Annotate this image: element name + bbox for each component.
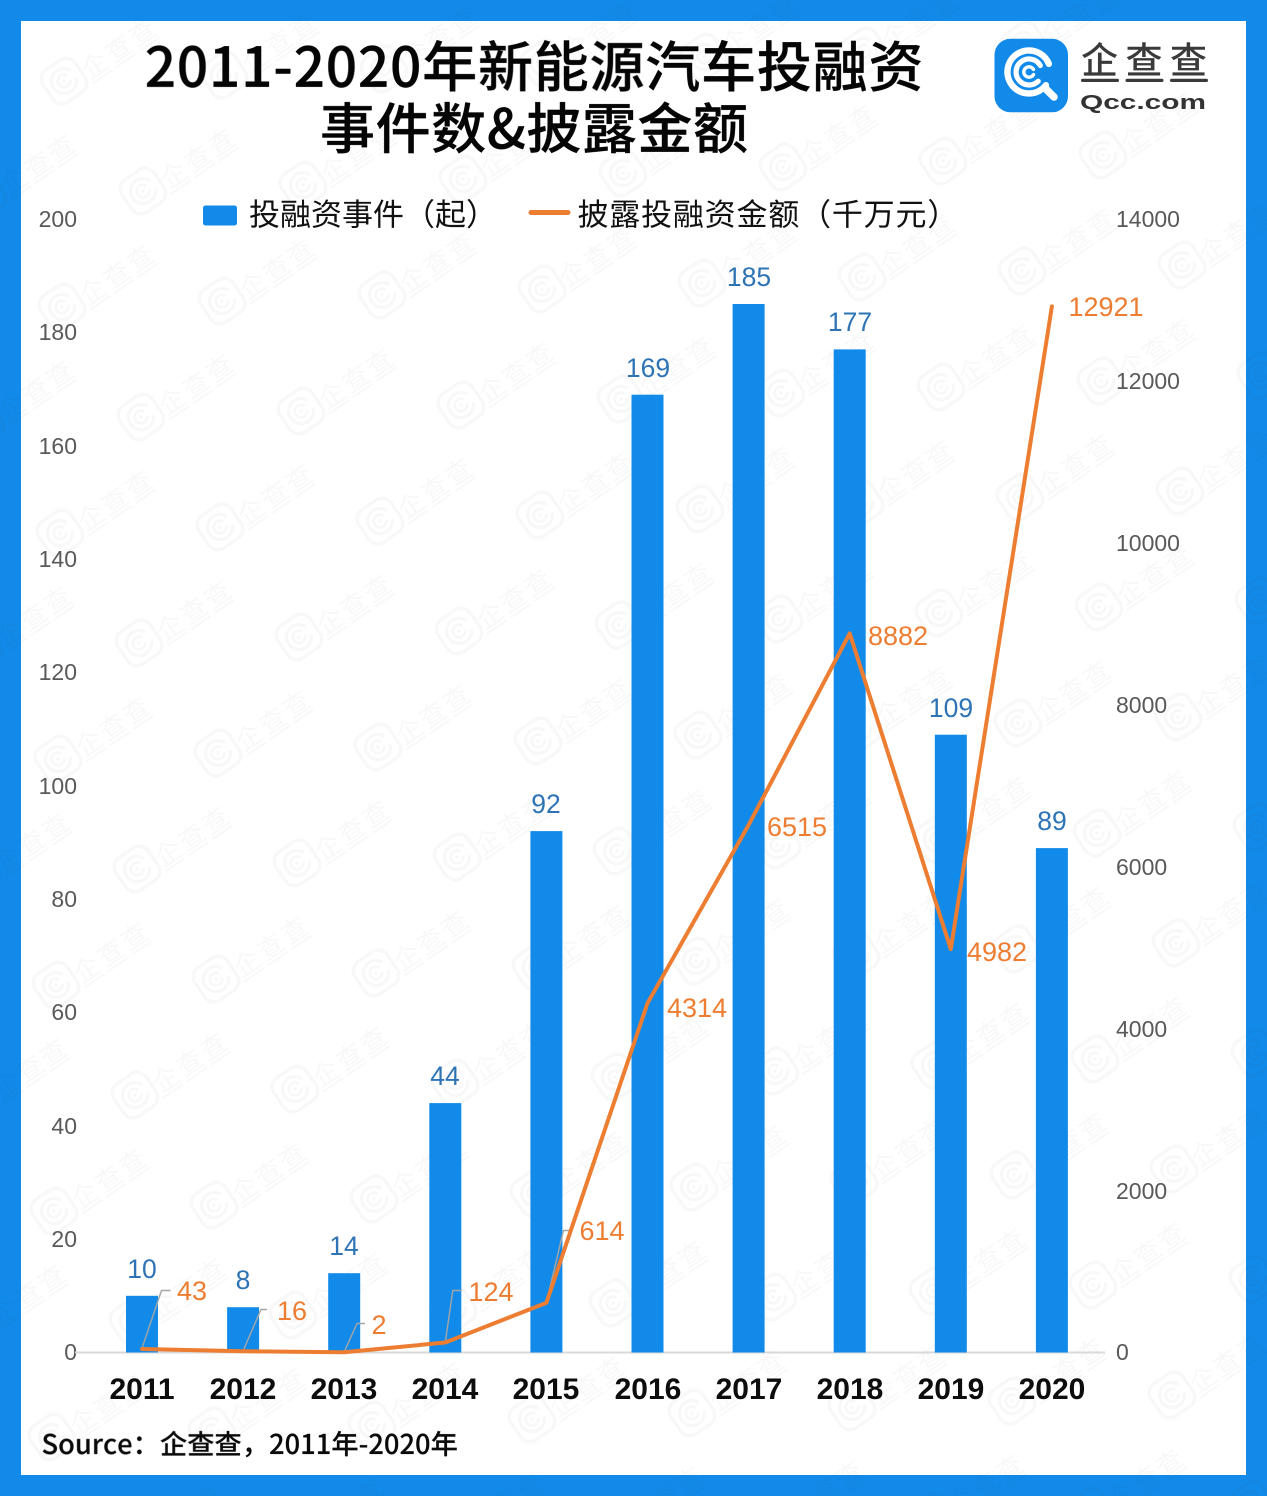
svg-text:89: 89 — [1037, 806, 1066, 836]
svg-text:2017: 2017 — [716, 1373, 783, 1406]
svg-text:2016: 2016 — [615, 1373, 682, 1406]
svg-text:100: 100 — [39, 773, 77, 799]
svg-text:2012: 2012 — [210, 1373, 277, 1406]
svg-text:80: 80 — [51, 886, 77, 912]
svg-text:12921: 12921 — [1068, 292, 1143, 322]
svg-text:2020: 2020 — [1019, 1373, 1086, 1406]
svg-text:200: 200 — [39, 206, 77, 232]
svg-text:109: 109 — [929, 693, 973, 723]
svg-text:2000: 2000 — [1116, 1178, 1167, 1204]
svg-text:10000: 10000 — [1116, 530, 1180, 556]
svg-text:Qcc.com: Qcc.com — [1080, 92, 1206, 114]
svg-text:6515: 6515 — [767, 812, 827, 842]
svg-text:14: 14 — [329, 1231, 358, 1261]
svg-text:2019: 2019 — [918, 1373, 985, 1406]
svg-text:12000: 12000 — [1116, 368, 1180, 394]
svg-text:92: 92 — [531, 789, 560, 819]
svg-text:6000: 6000 — [1116, 854, 1167, 880]
svg-text:2: 2 — [371, 1310, 386, 1340]
svg-text:124: 124 — [468, 1277, 513, 1307]
svg-text:0: 0 — [64, 1339, 77, 1365]
svg-text:10: 10 — [127, 1254, 156, 1284]
svg-text:8: 8 — [236, 1265, 251, 1295]
svg-text:14000: 14000 — [1116, 206, 1180, 232]
svg-text:160: 160 — [39, 433, 77, 459]
svg-text:185: 185 — [727, 262, 771, 292]
svg-text:16: 16 — [277, 1296, 307, 1326]
svg-text:2013: 2013 — [311, 1373, 378, 1406]
svg-text:2011: 2011 — [109, 1373, 174, 1406]
svg-text:2014: 2014 — [412, 1373, 479, 1406]
svg-text:8000: 8000 — [1116, 692, 1167, 718]
svg-text:40: 40 — [51, 1113, 77, 1139]
svg-text:4314: 4314 — [667, 993, 727, 1023]
svg-text:43: 43 — [177, 1276, 207, 1306]
svg-text:177: 177 — [828, 307, 872, 337]
svg-text:0: 0 — [1116, 1339, 1129, 1365]
svg-text:180: 180 — [39, 319, 77, 345]
svg-text:169: 169 — [626, 353, 670, 383]
svg-text:2018: 2018 — [817, 1373, 884, 1406]
svg-text:20: 20 — [51, 1226, 77, 1252]
svg-text:60: 60 — [51, 999, 77, 1025]
svg-text:120: 120 — [39, 659, 77, 685]
svg-text:614: 614 — [579, 1216, 624, 1246]
svg-text:140: 140 — [39, 546, 77, 572]
svg-text:8882: 8882 — [868, 621, 928, 651]
svg-text:4000: 4000 — [1116, 1016, 1167, 1042]
svg-text:2015: 2015 — [513, 1373, 580, 1406]
svg-text:4982: 4982 — [967, 937, 1027, 967]
svg-text:44: 44 — [430, 1061, 459, 1091]
